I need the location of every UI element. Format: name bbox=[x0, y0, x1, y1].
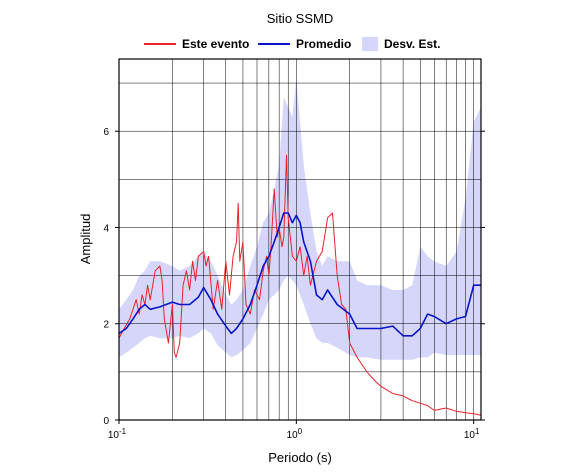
series-line-promedio bbox=[118, 212, 481, 337]
plot-frame bbox=[118, 58, 482, 421]
legend-label-promedio: Promedio bbox=[296, 37, 351, 51]
tick-labels: 0 2 4 6 10-1 100 101 bbox=[103, 127, 480, 441]
y-tick-label: 6 bbox=[103, 127, 109, 138]
x-axis-title: Periodo (s) bbox=[268, 450, 332, 465]
grid-lines bbox=[119, 59, 481, 420]
std-dev-band bbox=[119, 78, 481, 360]
x-tick-label: 10-1 bbox=[108, 427, 127, 441]
legend-label-este-evento: Este evento bbox=[182, 37, 249, 51]
legend: Este evento Promedio Desv. Est. bbox=[144, 37, 440, 51]
y-tick-label: 0 bbox=[103, 416, 109, 427]
series-lines bbox=[118, 154, 482, 416]
x-tick-label: 101 bbox=[464, 427, 480, 441]
plot-area bbox=[119, 78, 481, 360]
y-axis-title: Amplitud bbox=[78, 214, 93, 265]
x-tick-label: 100 bbox=[287, 427, 303, 441]
y-tick-label: 4 bbox=[103, 223, 109, 234]
series-line-este-evento bbox=[118, 154, 482, 416]
chart-title: Sitio SSMD bbox=[267, 11, 333, 26]
legend-swatch-desv-est bbox=[362, 37, 378, 51]
axes bbox=[115, 58, 485, 424]
y-tick-label: 2 bbox=[103, 320, 109, 331]
legend-label-desv-est: Desv. Est. bbox=[384, 37, 440, 51]
